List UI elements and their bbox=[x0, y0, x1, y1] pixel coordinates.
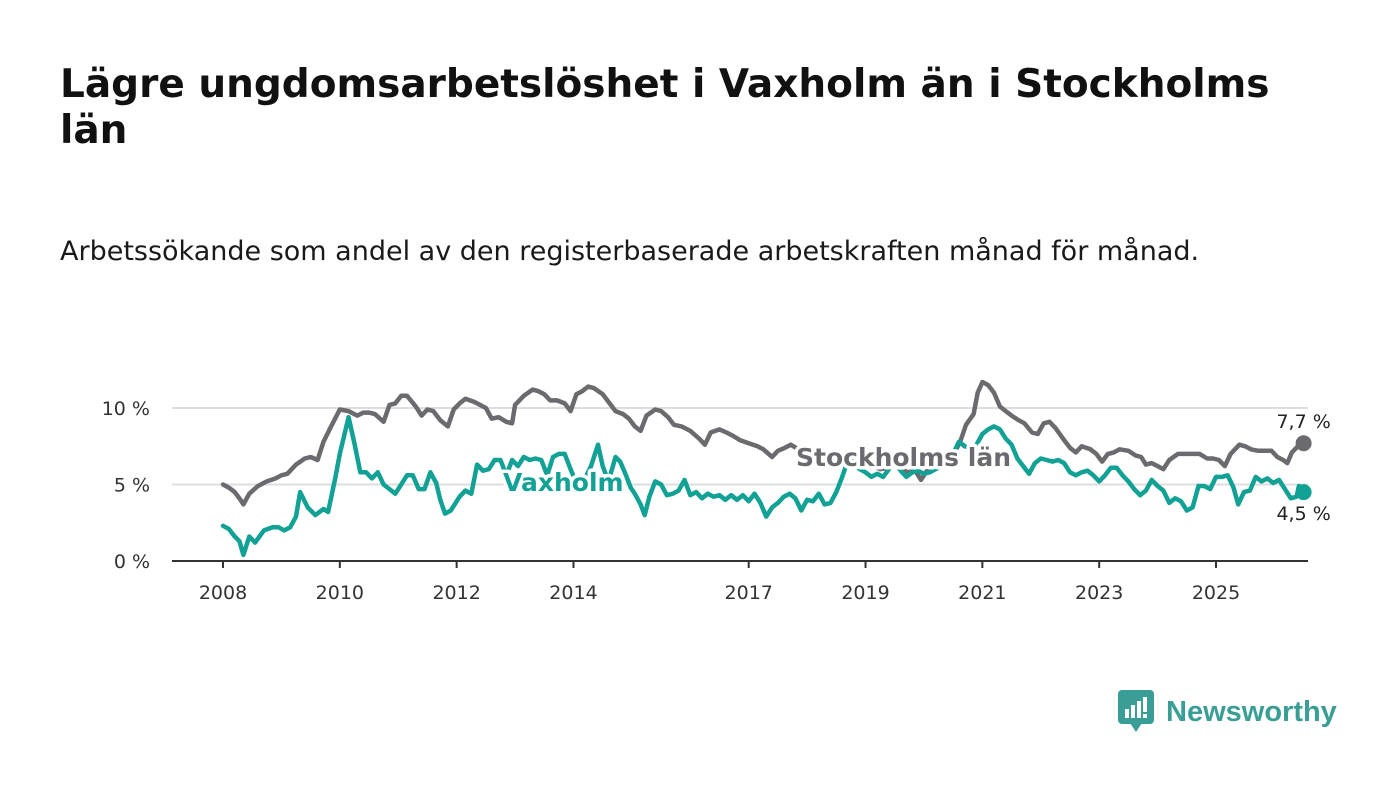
chart-title: Lägre ungdomsarbetslöshet i Vaxholm än i… bbox=[60, 62, 1270, 153]
newsworthy-logo-icon bbox=[1118, 690, 1154, 732]
brand-logo[interactable]: Newsworthy bbox=[1118, 690, 1337, 734]
series-line-stockholms-l-n bbox=[220, 379, 1306, 507]
x-tick-label: 2017 bbox=[725, 582, 773, 604]
x-tick-label: 2010 bbox=[316, 582, 364, 604]
brand-name: Newsworthy bbox=[1166, 695, 1337, 728]
x-tick-label: 2019 bbox=[841, 582, 889, 604]
x-tick-label: 2025 bbox=[1192, 582, 1240, 604]
x-tick-label: 2023 bbox=[1075, 582, 1123, 604]
x-tick-label: 2008 bbox=[199, 582, 247, 604]
series-label-vaxholm: Vaxholm bbox=[503, 468, 624, 497]
x-tick-label: 2012 bbox=[432, 582, 480, 604]
y-tick-label: 5 % bbox=[114, 475, 150, 497]
series-end-dot-stockholms-l-n bbox=[1295, 435, 1312, 452]
chart-subtitle: Arbetssökande som andel av den registerb… bbox=[60, 236, 1200, 267]
series-label-stockholm: Stockholms län bbox=[796, 443, 1011, 472]
end-value-label-stockholm: 7,7 % bbox=[1276, 411, 1330, 433]
end-value-label-vaxholm: 4,5 % bbox=[1276, 503, 1330, 525]
series-end-dot-vaxholm bbox=[1295, 484, 1312, 501]
x-tick-label: 2014 bbox=[549, 582, 597, 604]
y-tick-label: 0 % bbox=[114, 551, 150, 573]
x-tick-label: 2021 bbox=[958, 582, 1006, 604]
y-tick-label: 10 % bbox=[102, 398, 150, 420]
series-line-vaxholm bbox=[220, 414, 1306, 558]
